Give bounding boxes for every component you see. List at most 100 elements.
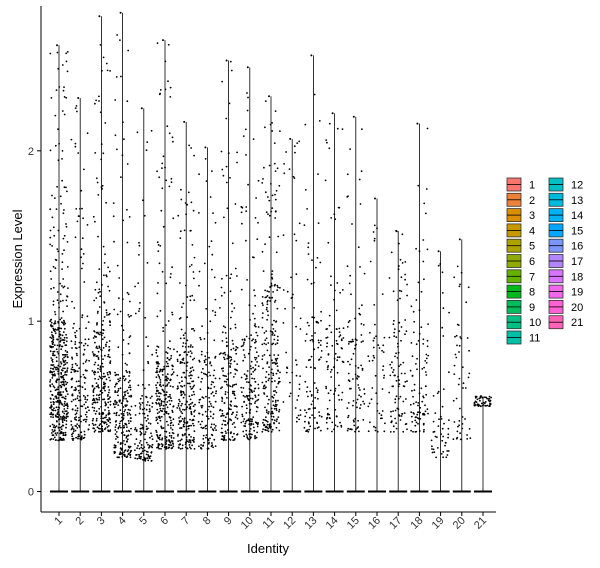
cell-point: [381, 410, 384, 412]
cell-point: [411, 389, 413, 392]
cell-point: [424, 371, 427, 373]
cell-point: [446, 454, 449, 456]
cell-point: [169, 86, 172, 89]
cell-point: [266, 303, 269, 306]
cell-point: [77, 389, 80, 392]
legend-item-3: 3: [506, 208, 535, 222]
cell-point: [313, 382, 316, 384]
cell-point: [424, 360, 427, 362]
cell-point: [53, 429, 56, 432]
cell-point: [56, 291, 59, 293]
cell-point: [265, 343, 267, 346]
cell-point: [78, 341, 81, 344]
cell-point: [268, 236, 271, 239]
cell-point: [98, 100, 100, 102]
cell-point: [267, 430, 270, 433]
cell-point: [396, 357, 399, 359]
cell-point: [254, 421, 257, 424]
cell-point: [214, 298, 217, 301]
cell-point: [50, 404, 53, 407]
cell-point: [318, 359, 320, 361]
cell-point: [65, 420, 68, 422]
cell-point: [227, 407, 230, 409]
cell-point: [223, 291, 226, 294]
cell-point: [264, 429, 267, 431]
cell-point: [270, 430, 273, 433]
cell-point: [309, 416, 311, 419]
cell-point: [295, 239, 298, 242]
x-tick-label: 4: [116, 515, 129, 528]
cell-point: [98, 288, 101, 291]
cell-point: [99, 365, 102, 368]
cell-point: [77, 385, 79, 387]
cell-point: [189, 446, 191, 449]
cell-point: [314, 427, 316, 430]
cell-point: [168, 399, 171, 402]
cell-point: [61, 285, 63, 287]
cell-point: [91, 419, 94, 422]
cell-point: [126, 163, 129, 165]
cell-point: [244, 422, 247, 425]
cell-point: [114, 134, 117, 137]
cell-point: [244, 128, 247, 131]
cell-point: [128, 370, 131, 373]
cell-point: [71, 394, 73, 397]
cell-point: [312, 400, 314, 403]
cell-point: [303, 224, 306, 227]
cell-point: [373, 337, 376, 339]
cell-point: [354, 430, 356, 433]
cell-point: [355, 339, 358, 341]
cell-point: [54, 311, 56, 313]
cell-point: [193, 256, 196, 259]
cell-point: [49, 381, 51, 383]
cell-point: [98, 346, 101, 349]
cell-point: [198, 401, 201, 404]
cell-point: [73, 322, 75, 325]
cell-point: [262, 421, 264, 424]
cell-point: [192, 385, 195, 388]
cell-point: [103, 262, 106, 264]
cell-point: [142, 458, 144, 461]
x-tick-label: 10: [239, 515, 256, 532]
cell-point: [137, 282, 140, 284]
cell-point: [192, 405, 195, 408]
cell-point: [220, 352, 222, 354]
legend-item-11: 11: [506, 330, 540, 345]
cell-point: [79, 207, 81, 210]
cell-point: [243, 341, 245, 344]
cell-point: [266, 429, 268, 432]
cell-point: [129, 454, 132, 457]
cell-point: [318, 341, 320, 344]
cell-point: [97, 291, 100, 294]
cell-point: [82, 253, 85, 255]
cell-point: [49, 236, 52, 239]
cell-point: [222, 374, 225, 377]
cell-point: [85, 401, 87, 404]
cell-point: [225, 181, 228, 184]
cell-point: [245, 412, 248, 414]
cell-point: [205, 373, 208, 376]
cell-point: [336, 425, 339, 428]
cell-point: [127, 293, 130, 296]
cell-point: [165, 436, 168, 439]
cell-point: [211, 444, 214, 447]
cell-point: [156, 371, 159, 374]
cell-point: [383, 374, 386, 377]
cell-point: [271, 277, 274, 280]
cell-point: [316, 427, 319, 429]
cell-point: [137, 444, 139, 447]
cell-point: [191, 401, 194, 404]
cell-point: [193, 329, 196, 332]
cell-point: [59, 384, 62, 387]
cell-point: [172, 217, 175, 220]
cell-point: [163, 368, 166, 370]
cell-point: [49, 385, 52, 388]
cell-point: [51, 361, 54, 363]
cell-point: [246, 377, 248, 380]
cell-point: [170, 397, 172, 400]
cell-point: [55, 368, 57, 371]
cell-point: [118, 414, 120, 417]
cell-point: [293, 177, 296, 180]
cell-point: [297, 395, 300, 397]
cell-point: [61, 410, 64, 413]
